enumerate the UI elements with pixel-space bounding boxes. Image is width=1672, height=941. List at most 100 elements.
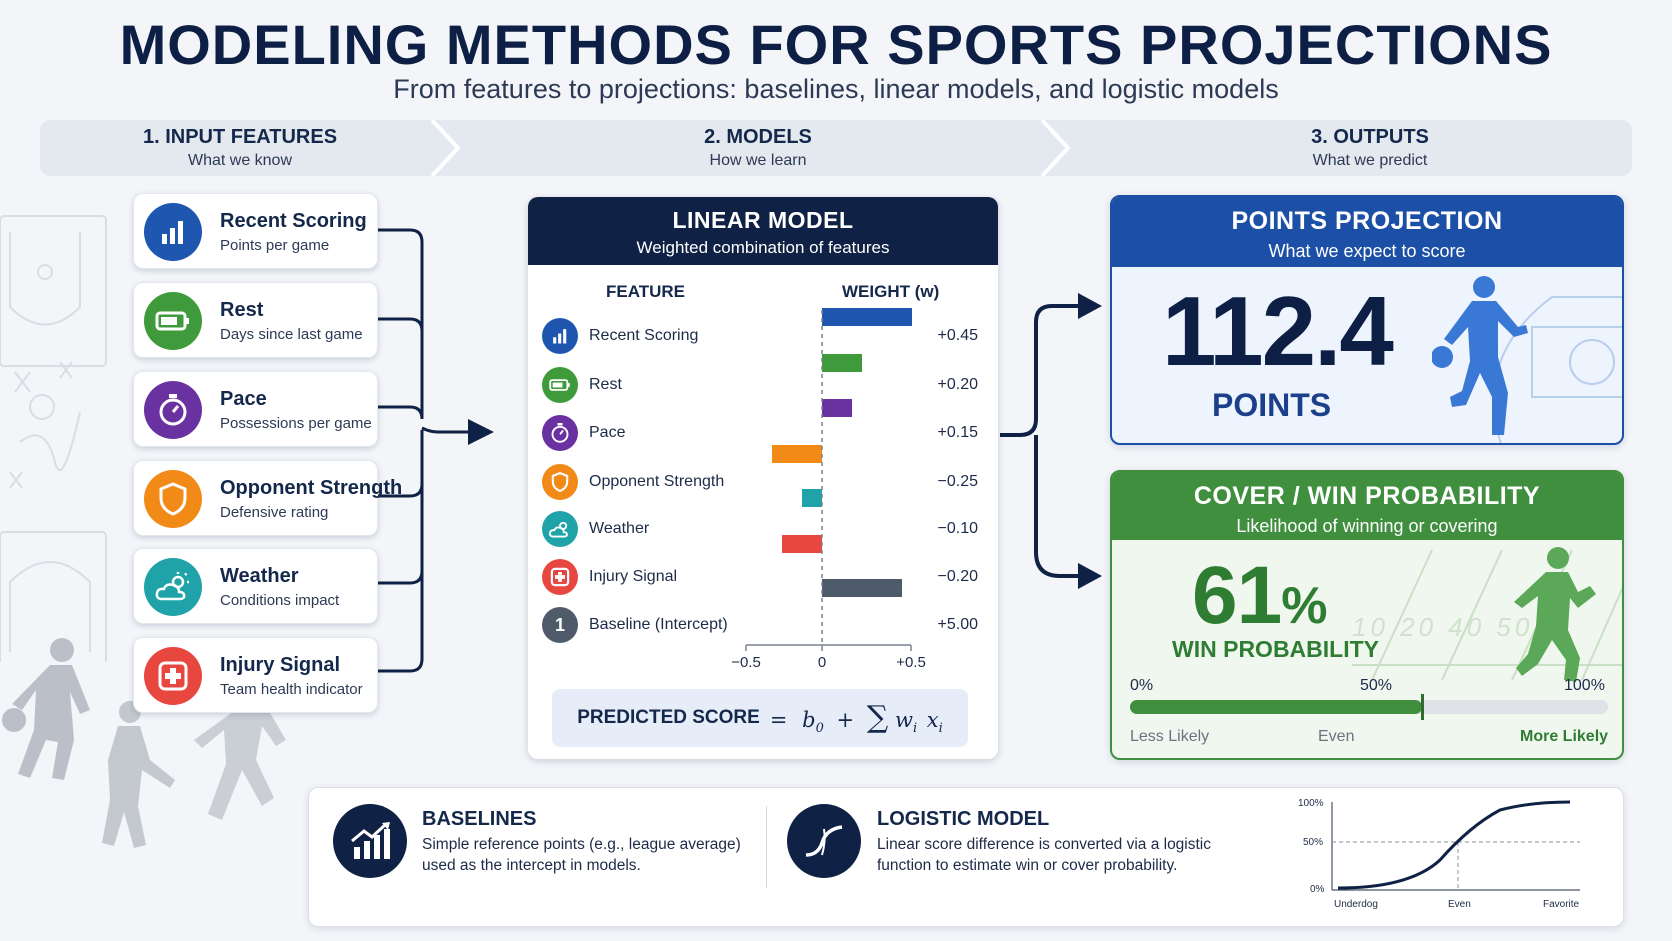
points-projection-value: 112.4 [1162, 276, 1394, 386]
stage-title: 3. OUTPUTS [1311, 126, 1429, 148]
feature-card-pace: Pace Possessions per game [133, 371, 378, 447]
weight-row-value: −0.10 [937, 520, 978, 537]
weight-row-label: Weather [589, 520, 650, 537]
probability-bar-track [1130, 700, 1608, 714]
logistic-curve-chart [1331, 800, 1580, 891]
points-projection-panel: POINTS PROJECTION What we expect to scor… [1110, 195, 1624, 445]
weight-row-label: Rest [589, 376, 622, 393]
feature-card-injury-signal: Injury Signal Team health indicator [133, 637, 378, 713]
trend-chart-icon [333, 804, 407, 878]
formula-equals: = [769, 707, 788, 732]
weight-row-value: −0.20 [937, 568, 978, 585]
feature-column-header: FEATURE [606, 282, 686, 301]
feature-name: Weather [220, 565, 299, 587]
weight-chart [745, 308, 912, 651]
tick-label: 0 [817, 654, 827, 671]
linear-model-subtitle: Weighted combination of features [636, 238, 890, 257]
weather-icon [542, 511, 578, 547]
weight-row-value: −0.25 [937, 473, 978, 490]
win-probability-number: 61 [1192, 550, 1282, 641]
weight-row-value: +0.20 [937, 376, 978, 393]
win-probability-label: WIN PROBABILITY [1172, 636, 1379, 662]
points-projection-header: POINTS PROJECTION What we expect to scor… [1112, 197, 1622, 267]
feature-connectors [378, 228, 494, 673]
weight-bar [822, 579, 902, 597]
feature-desc: Conditions impact [220, 592, 340, 609]
curve-y-tick: 0% [1310, 884, 1325, 895]
feature-desc: Team health indicator [220, 681, 363, 698]
scale-word-even: Even [1318, 728, 1355, 745]
feature-name: Injury Signal [220, 654, 341, 676]
sigmoid-curve-icon [787, 804, 861, 878]
curve-y-tick: 50% [1303, 837, 1324, 848]
scale-tick: 50% [1360, 677, 1393, 694]
stage-input-features: 1. INPUT FEATURES What we know [130, 126, 350, 170]
linear-model-header: LINEAR MODEL Weighted combination of fea… [528, 197, 998, 265]
baselines-text: Simple reference points (e.g., league av… [422, 836, 741, 874]
scale-tick: 100% [1564, 677, 1605, 694]
formula-b: b [802, 707, 816, 732]
stage-bar [40, 120, 1632, 176]
feature-card-weather: Weather Conditions impact [133, 548, 378, 624]
stage-models: 2. MODELS How we learn [648, 126, 868, 170]
scale-tick: 0% [1130, 677, 1154, 694]
scale-word-less: Less Likely [1130, 728, 1210, 745]
tick-label: −0.5 [731, 654, 761, 671]
formula-b-sub: 0 [815, 721, 824, 737]
stage-chevron-icon [430, 120, 460, 176]
weight-bar [772, 445, 822, 463]
weight-column-header: WEIGHT (w) [842, 282, 940, 301]
win-probability-subtitle: Likelihood of winning or covering [1236, 516, 1498, 536]
weight-row-label: Recent Scoring [589, 327, 699, 344]
logistic-text: Linear score difference is converted via… [877, 836, 1211, 874]
formula-w: w [894, 707, 913, 732]
battery-icon [144, 292, 202, 350]
formula-label: PREDICTED SCORE [577, 707, 760, 728]
weight-row-label: Baseline (Intercept) [589, 616, 728, 633]
points-projection-unit: POINTS [1212, 387, 1332, 423]
output-connectors [1000, 293, 1102, 589]
divider [766, 806, 767, 888]
weight-bar [802, 489, 822, 507]
points-projection-subtitle: What we expect to score [1268, 241, 1466, 261]
feature-name: Opponent Strength [220, 477, 403, 499]
shield-icon [144, 470, 202, 528]
feature-name: Recent Scoring [220, 210, 367, 232]
win-probability-panel: COVER / WIN PROBABILITY Likelihood of wi… [1110, 470, 1624, 760]
baselines-title: BASELINES [422, 808, 537, 830]
feature-desc: Points per game [220, 237, 330, 254]
curve-y-tick: 100% [1298, 798, 1324, 809]
weight-bar [822, 308, 912, 326]
weight-row-label: Pace [589, 424, 626, 441]
win-probability-header: COVER / WIN PROBABILITY Likelihood of wi… [1112, 472, 1622, 540]
basketball-player-icon [1432, 276, 1528, 435]
feature-card-rest: Rest Days since last game [133, 282, 378, 358]
feature-name: Rest [220, 299, 264, 321]
feature-desc: Possessions per game [220, 415, 372, 432]
formula-sum: ∑ [866, 699, 889, 735]
weight-row-label: Injury Signal [589, 568, 678, 585]
predicted-score-formula: PREDICTED SCORE = b0 + ∑ wi xi [552, 689, 968, 747]
bar-chart-icon [542, 318, 578, 354]
bottom-info-panel [308, 787, 1624, 927]
stage-subtitle: What we predict [1312, 152, 1428, 169]
shield-icon [542, 464, 578, 500]
linear-model-panel: LINEAR MODEL Weighted combination of fea… [528, 197, 998, 759]
court-sketch-icon [0, 215, 107, 662]
stage-title: 2. MODELS [704, 126, 812, 148]
feature-name: Pace [220, 388, 267, 410]
formula-x: x [926, 707, 939, 732]
formula-plus: + [836, 707, 855, 732]
feature-desc: Defensive rating [220, 504, 329, 521]
points-projection-title: POINTS PROJECTION [1231, 207, 1503, 235]
battery-icon [542, 367, 578, 403]
page-subtitle: From features to projections: baselines,… [393, 74, 1279, 104]
tick-label: +0.5 [896, 654, 926, 671]
linear-model-title: LINEAR MODEL [672, 207, 854, 233]
weight-bar [822, 354, 862, 372]
feature-card-opponent-strength: Opponent Strength Defensive rating [133, 460, 402, 536]
stopwatch-icon [542, 415, 578, 451]
football-player-icon [1514, 547, 1596, 682]
stage-subtitle: What we know [187, 152, 293, 169]
probability-bar-fill [1130, 700, 1422, 714]
